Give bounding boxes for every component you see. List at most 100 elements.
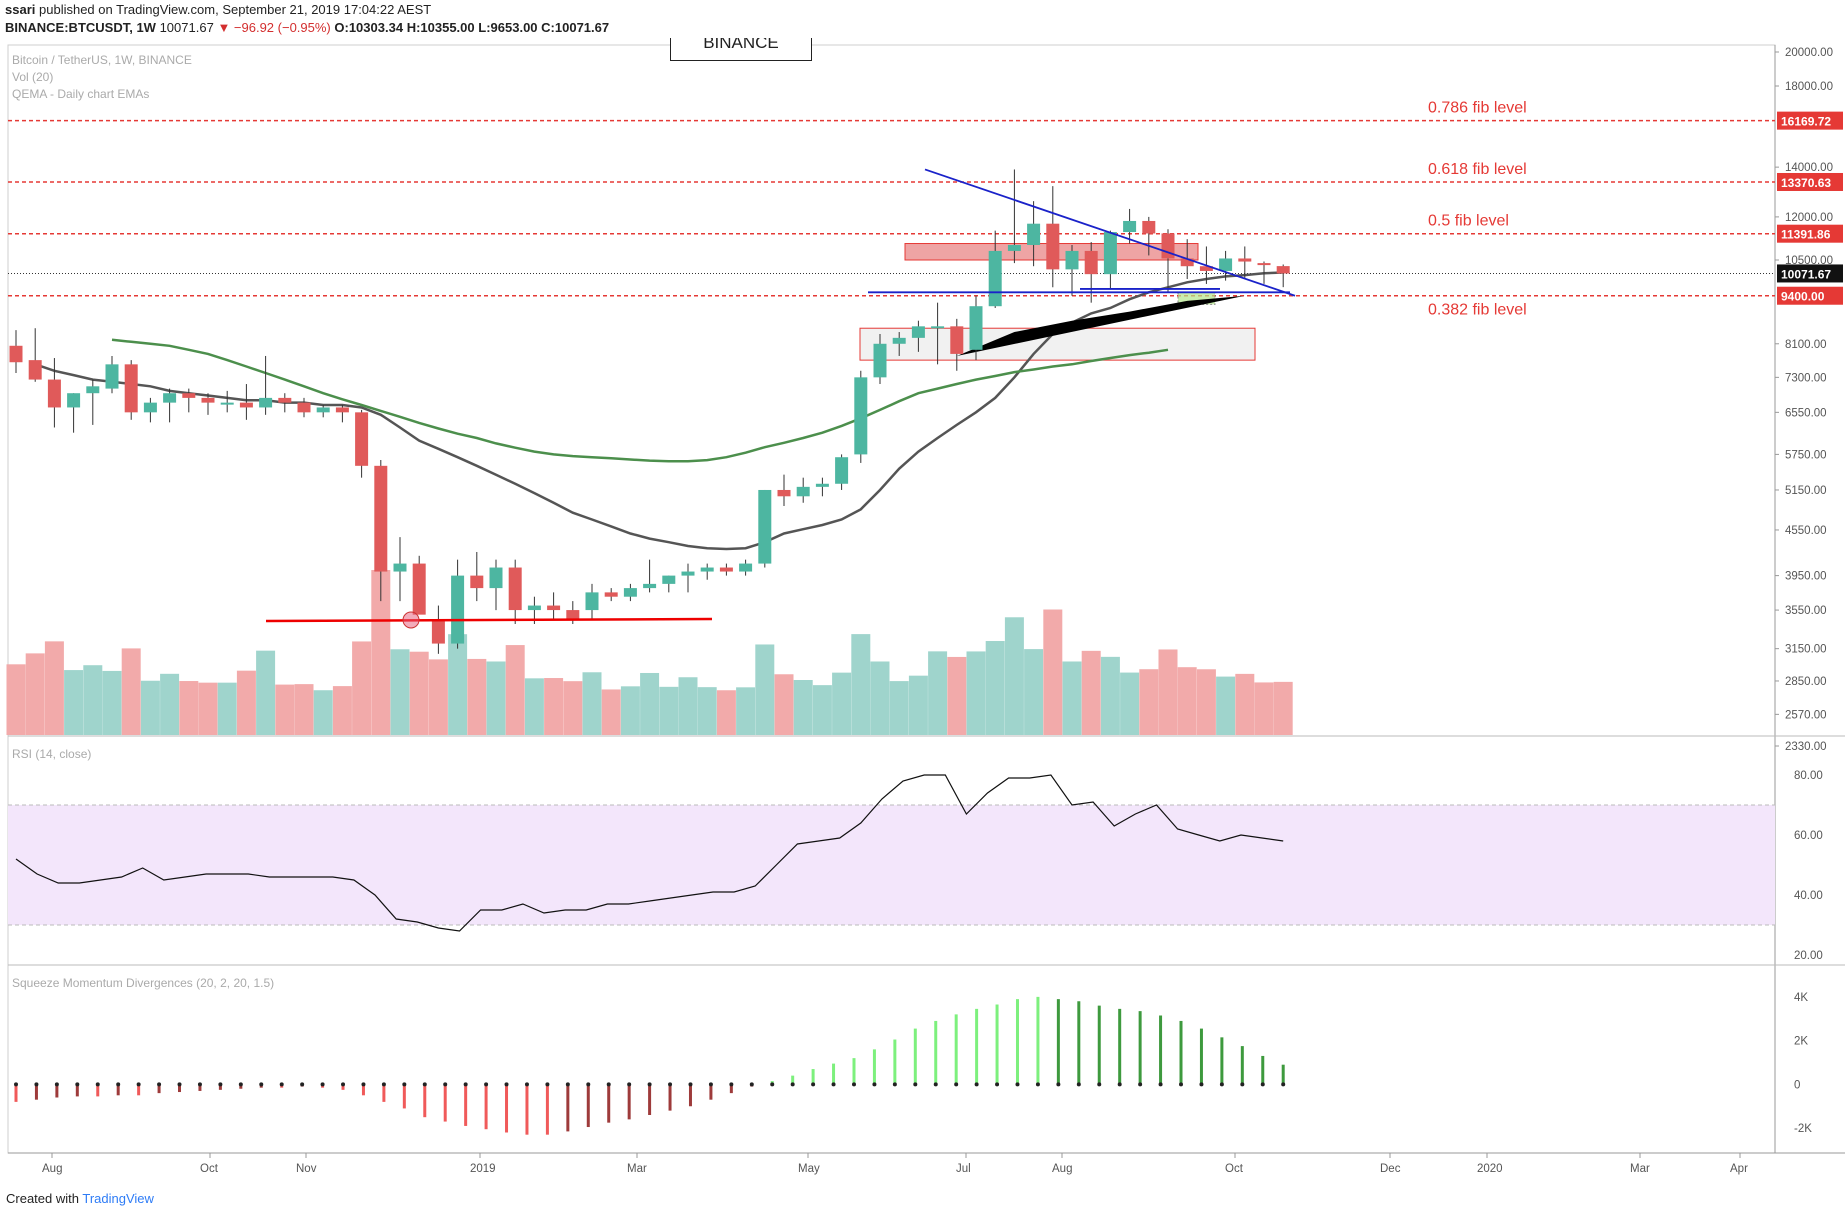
momentum-dot bbox=[790, 1082, 795, 1087]
candle-body bbox=[278, 397, 292, 403]
volume-bar bbox=[966, 651, 986, 735]
volume-bar bbox=[313, 690, 333, 735]
rsi-line bbox=[15, 774, 1284, 932]
fib-level-label: 0.5 fib level bbox=[1428, 213, 1509, 230]
momentum-dot bbox=[1117, 1082, 1122, 1087]
volume-bar bbox=[1004, 617, 1024, 735]
momentum-dot bbox=[913, 1082, 918, 1087]
price-tick-label: 3550.00 bbox=[1785, 605, 1827, 617]
candle-body bbox=[374, 465, 388, 572]
candle-body bbox=[431, 619, 445, 644]
time-tick-label: Oct bbox=[1225, 1163, 1244, 1175]
candle-body bbox=[412, 563, 426, 615]
momentum-dot bbox=[729, 1082, 734, 1087]
close-value: C:10071.67 bbox=[541, 20, 610, 35]
price-tick-label: 5150.00 bbox=[1785, 485, 1827, 497]
momentum-dot bbox=[484, 1082, 489, 1087]
time-tick-label: Dec bbox=[1380, 1163, 1401, 1175]
publish-line: ssari published on TradingView.com, Sept… bbox=[5, 2, 431, 17]
candle-body bbox=[201, 397, 215, 403]
volume-bar bbox=[640, 672, 660, 735]
volume-bar bbox=[985, 641, 1005, 735]
volume-bar bbox=[889, 681, 909, 735]
time-tick-label: Mar bbox=[627, 1163, 647, 1175]
momentum-dot bbox=[1138, 1082, 1143, 1087]
price-tick-label: 14000.00 bbox=[1785, 162, 1833, 174]
volume-bar bbox=[1196, 669, 1216, 735]
rsi-tick-label: 40.00 bbox=[1794, 890, 1823, 902]
candle-body bbox=[470, 575, 484, 589]
candle-body bbox=[911, 326, 925, 338]
momentum-dot bbox=[54, 1082, 59, 1087]
volume-bar bbox=[544, 678, 564, 735]
volume-bar bbox=[716, 690, 736, 735]
momentum-dot bbox=[1097, 1082, 1102, 1087]
price-tick-label: 2570.00 bbox=[1785, 709, 1827, 721]
candle-body bbox=[1046, 223, 1060, 270]
candle-body bbox=[47, 379, 61, 408]
candle-body bbox=[1257, 263, 1271, 266]
volume-bar bbox=[275, 684, 295, 735]
candle-body bbox=[527, 605, 541, 611]
volume-bar bbox=[524, 678, 544, 735]
candle-body bbox=[892, 337, 906, 344]
legend-volume: Vol (20) bbox=[12, 70, 53, 84]
candle-body bbox=[335, 407, 349, 413]
candle-body bbox=[988, 250, 1002, 307]
candle-body bbox=[1199, 266, 1213, 271]
volume-bar bbox=[659, 686, 679, 735]
candle-body bbox=[758, 489, 772, 564]
volume-bar bbox=[217, 682, 237, 735]
candle-body bbox=[1084, 250, 1098, 275]
volume-bar bbox=[6, 664, 26, 735]
volume-bar bbox=[736, 687, 756, 735]
candle-body bbox=[969, 306, 983, 350]
footer: Created with TradingView bbox=[6, 1191, 154, 1206]
momentum-dot bbox=[811, 1082, 816, 1087]
ohlc-line: BINANCE:BTCUSDT, 1W 10071.67 ▼ −96.92 (−… bbox=[5, 20, 609, 35]
descending-trendline bbox=[924, 168, 1296, 297]
momentum-dot bbox=[197, 1082, 202, 1087]
candle-body bbox=[239, 402, 253, 408]
volume-bar bbox=[102, 670, 122, 735]
candle-body bbox=[585, 592, 599, 611]
candle-body bbox=[950, 326, 964, 354]
momentum-dot bbox=[75, 1082, 80, 1087]
price-tick-label: 12000.00 bbox=[1785, 212, 1833, 224]
volume-bar bbox=[832, 672, 852, 735]
candle-body bbox=[777, 489, 791, 497]
momentum-tick-label: 2K bbox=[1794, 1036, 1808, 1048]
momentum-dot bbox=[995, 1082, 1000, 1087]
price-tag-label: 16169.72 bbox=[1781, 115, 1831, 129]
momentum-tick-label: 4K bbox=[1794, 992, 1808, 1004]
candle-body bbox=[316, 407, 330, 413]
volume-bar bbox=[947, 656, 967, 735]
volume-bar bbox=[620, 686, 640, 735]
price-change: ▼ −96.92 (−0.95%) bbox=[217, 20, 331, 35]
candle-body bbox=[393, 563, 407, 572]
tradingview-logo[interactable]: TradingView bbox=[82, 1191, 154, 1206]
momentum-dot bbox=[381, 1082, 386, 1087]
momentum-dot bbox=[218, 1082, 223, 1087]
momentum-dot bbox=[1158, 1082, 1163, 1087]
bottom-marker bbox=[402, 611, 420, 629]
momentum-dot bbox=[443, 1082, 448, 1087]
price-tick-label: 6550.00 bbox=[1785, 407, 1827, 419]
momentum-dot bbox=[1199, 1082, 1204, 1087]
publisher-name[interactable]: ssari bbox=[5, 2, 36, 17]
created-with-label: Created with bbox=[6, 1191, 79, 1206]
ema-dark-overlap bbox=[956, 295, 1245, 356]
volume-bar bbox=[582, 672, 602, 735]
watermark-box: BINANCE bbox=[670, 38, 812, 61]
candle-body bbox=[854, 377, 868, 455]
momentum-dot bbox=[851, 1082, 856, 1087]
candle-body bbox=[873, 343, 887, 378]
momentum-dot bbox=[749, 1082, 754, 1087]
momentum-dot bbox=[770, 1082, 775, 1087]
volume-bar bbox=[870, 661, 890, 735]
price-tick-label: 5750.00 bbox=[1785, 449, 1827, 461]
candle-body bbox=[1219, 258, 1233, 271]
candle-body bbox=[67, 393, 81, 408]
price-tick-label: 7300.00 bbox=[1785, 372, 1827, 384]
